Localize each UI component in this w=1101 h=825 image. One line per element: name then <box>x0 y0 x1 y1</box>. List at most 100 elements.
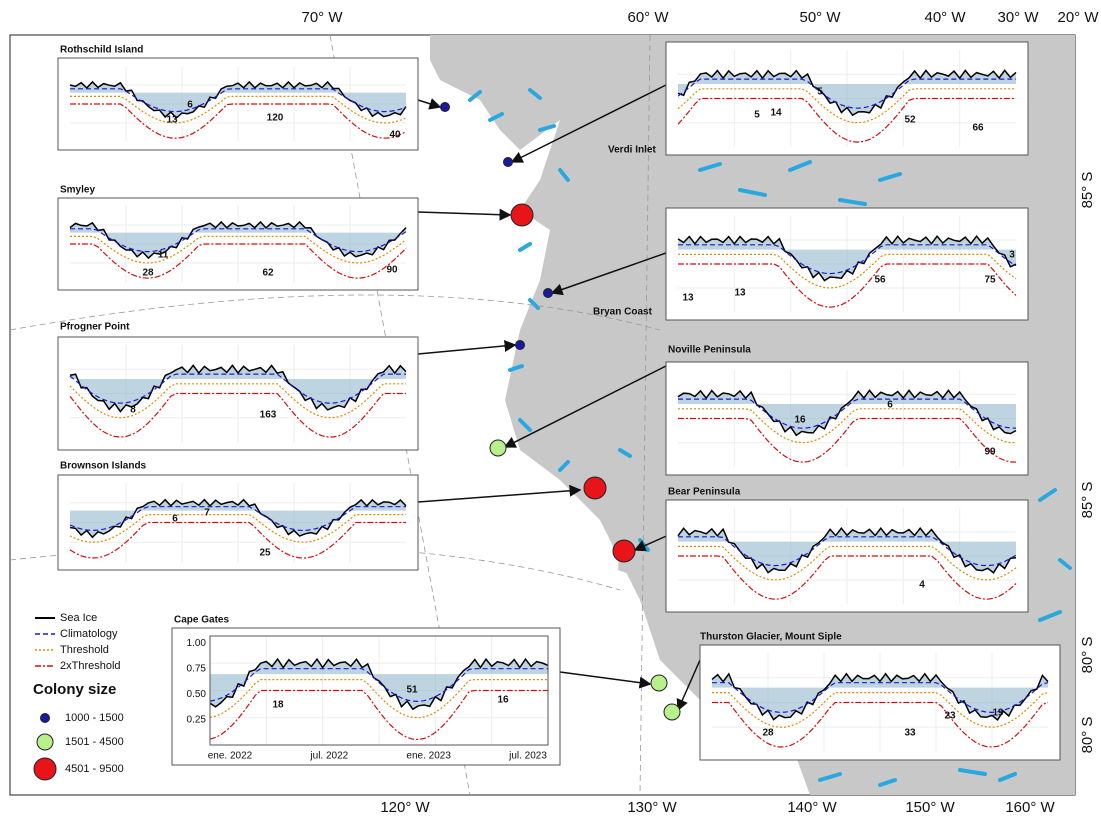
climatology-line <box>678 244 1017 275</box>
double-threshold-line <box>678 417 1017 463</box>
lon-label: 30° W <box>997 9 1039 26</box>
y-tick-label: 0.75 <box>187 664 207 675</box>
lon-label: 60° W <box>627 9 669 26</box>
threshold-line <box>678 545 1017 581</box>
event-duration: 11 <box>158 250 169 261</box>
event-duration: 3 <box>1009 250 1015 261</box>
double-threshold-line <box>677 97 1016 143</box>
inset-title: Rothschild Island <box>60 45 143 56</box>
sea-ice-line <box>677 69 1017 117</box>
ice-anomaly-fill <box>678 390 1016 436</box>
x-tick-label: ene. 2022 <box>208 751 253 762</box>
event-duration: 13 <box>166 115 178 126</box>
event-duration: 6 <box>187 100 193 111</box>
event-duration: 40 <box>389 130 401 141</box>
ice-anomaly-fill <box>70 499 406 538</box>
ice-anomaly-fill <box>70 222 406 259</box>
x-tick-label: jul. 2023 <box>508 751 547 762</box>
lon-label: 70° W <box>301 9 343 26</box>
climatology-line <box>678 398 1017 429</box>
plot-frame <box>209 635 549 746</box>
event-duration: 14 <box>770 108 782 119</box>
event-duration: 7 <box>204 508 210 519</box>
x-tick-label: ene. 2023 <box>406 751 451 762</box>
place-label: Bryan Coast <box>593 307 653 318</box>
place-label: Verdi Inlet <box>608 145 656 156</box>
event-duration: 8 <box>130 405 136 416</box>
threshold-line <box>69 383 406 419</box>
event-duration: 4 <box>919 580 925 591</box>
arrows <box>417 84 701 712</box>
inset-title: Noville Peninsula <box>668 345 751 356</box>
climatology-line <box>69 506 406 532</box>
lat-label: 85° S <box>1079 172 1096 209</box>
lat-label: 80° S <box>1079 637 1096 674</box>
y-tick-label: 1.00 <box>187 638 207 649</box>
climatology-line <box>677 78 1016 109</box>
event-duration: 62 <box>262 268 274 279</box>
inset-panel <box>171 627 561 766</box>
y-tick-label: 0.25 <box>187 714 207 725</box>
legend-label: Threshold <box>60 644 109 656</box>
climatology-line <box>712 682 1049 714</box>
sea-ice-line <box>209 657 549 711</box>
double-threshold-line <box>678 555 1017 600</box>
double-threshold-line <box>69 392 406 438</box>
event-duration: 19 <box>992 708 1004 719</box>
event-duration: 25 <box>259 548 271 559</box>
lon-label: 130° W <box>627 799 677 816</box>
event-duration: 18 <box>272 700 284 711</box>
lon-label: 150° W <box>905 799 955 816</box>
y-tick-label: 0.50 <box>187 689 207 700</box>
lon-label: 50° W <box>799 9 841 26</box>
ice-anomaly-fill <box>712 673 1048 720</box>
ice-anomaly-fill <box>70 365 406 412</box>
ice-anomaly-fill <box>678 70 1016 116</box>
event-duration: 52 <box>904 115 916 126</box>
colonies <box>440 102 681 721</box>
sea-ice-line <box>69 498 407 539</box>
lon-label: 160° W <box>1005 799 1055 816</box>
event-duration: 16 <box>794 415 806 426</box>
threshold-line <box>209 679 548 719</box>
threshold-line <box>70 95 407 124</box>
event-duration: 28 <box>762 728 774 739</box>
x-tick-label: jul. 2022 <box>309 751 348 762</box>
double-threshold-line <box>70 103 407 139</box>
event-duration: 66 <box>972 123 984 134</box>
inset-title: Cape Gates <box>174 615 229 626</box>
event-duration: 56 <box>874 275 886 286</box>
climatology-line <box>70 228 407 253</box>
inset-title: Pfrogner Point <box>60 322 130 333</box>
lat-label: 85° S <box>1079 482 1096 519</box>
double-threshold-line <box>678 263 1017 308</box>
lon-label: 20° W <box>1057 9 1099 26</box>
sea-ice-line <box>69 220 407 260</box>
event-duration: 13 <box>682 293 694 304</box>
ice-anomaly-fill <box>678 236 1016 281</box>
double-threshold-line <box>209 689 548 741</box>
legend: Sea Ice Climatology Threshold 2xThreshol… <box>33 612 124 781</box>
legend-label: Sea Ice <box>60 612 97 624</box>
ice-anomaly-fill <box>70 82 406 118</box>
lon-label: 40° W <box>924 9 966 26</box>
event-duration: 5 <box>754 110 760 121</box>
legend-title: Colony size <box>33 681 116 698</box>
threshold-line <box>69 514 406 543</box>
inset-title: Bear Peninsula <box>668 487 741 498</box>
threshold-line <box>678 253 1017 289</box>
legend-label: 1501 - 4500 <box>65 736 124 748</box>
event-duration: 120 <box>267 113 284 124</box>
inset-title: Smyley <box>60 185 95 196</box>
event-duration: 75 <box>984 275 996 286</box>
event-duration: 99 <box>984 447 996 458</box>
climatology-line <box>69 373 406 404</box>
coordinate-labels: 70° W 60° W 50° W 40° W 30° W 20° W 120°… <box>301 9 1099 816</box>
double-threshold-line <box>712 701 1049 748</box>
legend-label: 2xThreshold <box>60 660 121 672</box>
insets: Rothschild Island 13 6 120 40 Smyley 28 11 62 90 P… <box>57 41 1061 766</box>
event-duration: 6 <box>172 514 178 525</box>
sea-ice-line <box>677 389 1017 437</box>
lon-label: 140° W <box>787 799 837 816</box>
